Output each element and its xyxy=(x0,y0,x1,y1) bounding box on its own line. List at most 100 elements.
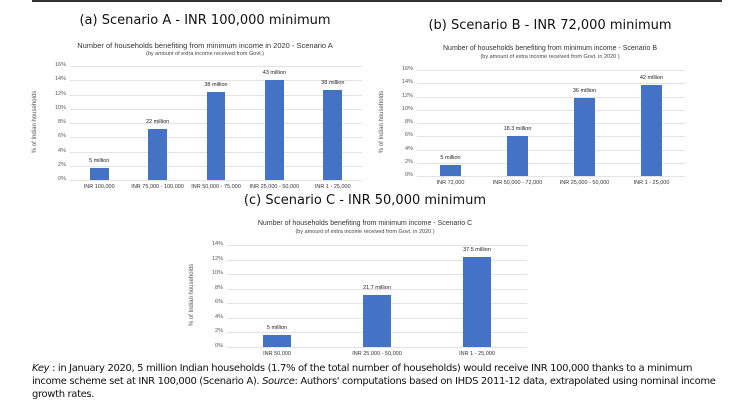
bar-data-label: 42 million xyxy=(639,74,664,81)
gridline xyxy=(417,70,685,71)
panel-title: (b) Scenario B - INR 72,000 minimum xyxy=(428,18,672,33)
bar-data-label: 22 million xyxy=(145,119,170,126)
source-text: : Authors' computations based on IHDS 20… xyxy=(32,376,716,400)
gridline xyxy=(417,176,685,177)
panel-title: (a) Scenario A - INR 100,000 minimum xyxy=(79,13,331,28)
plot-area: 0% 2% 4% 6% 8% 10% 12% 14% 16% % of Indian househ… xyxy=(32,62,362,190)
y-tick-label: 14% xyxy=(211,241,223,247)
y-tick-label: 16% xyxy=(401,66,413,72)
bar xyxy=(265,80,284,180)
y-tick-label: 12% xyxy=(401,92,413,99)
bar xyxy=(263,334,291,347)
y-axis-label: % of Indian households xyxy=(379,90,385,154)
x-tick-label: INR 50,000 - 75,000 xyxy=(191,184,241,190)
gridline xyxy=(227,259,527,261)
chart-subtitle: (by amount of extra income received from… xyxy=(146,51,264,57)
chart-title: Number of households benefiting from min… xyxy=(443,45,657,52)
x-tick-label: INR 25,000 - 50,000 xyxy=(249,184,300,190)
plot-area: 0% 2% 4% 6% 8% 10% 12% 14% 16% % of Indian househ… xyxy=(379,66,685,186)
bar xyxy=(323,90,343,180)
y-tick-label: 6% xyxy=(215,299,223,306)
x-tick-label: INR 1 - 25,000 xyxy=(314,184,351,190)
key-text: : in January 2020, 5 million Indian hous… xyxy=(32,363,693,387)
bar-data-label: 5 million xyxy=(266,324,288,331)
y-axis-label: % of Indian households xyxy=(189,263,195,327)
gridline xyxy=(417,109,685,111)
bar xyxy=(439,164,462,176)
chart-panel-scenario-b: (b) Scenario B - INR 72,000 minimum Numb… xyxy=(379,8,715,193)
bar-data-label: 37.5 million xyxy=(463,247,491,254)
bar xyxy=(573,97,596,176)
y-tick-label: 10% xyxy=(54,104,66,111)
top-rule xyxy=(32,0,722,2)
bar xyxy=(363,295,391,347)
gridline xyxy=(417,136,685,138)
y-tick-label: 2% xyxy=(215,328,223,335)
chart-panel-scenario-c: (c) Scenario C - INR 50,000 minimum Numb… xyxy=(185,190,545,360)
gridline xyxy=(417,96,685,98)
bar xyxy=(506,136,529,176)
y-tick-label: 2% xyxy=(58,161,66,168)
y-tick-label: 10% xyxy=(211,270,223,277)
source-label: Source xyxy=(262,376,295,387)
panel-title: (c) Scenario C - INR 50,000 minimum xyxy=(243,193,487,208)
bar-data-label: 38 million xyxy=(321,80,345,87)
gridline xyxy=(70,180,362,181)
gridline xyxy=(417,83,685,85)
gridline xyxy=(227,347,527,348)
x-tick-label: INR 50,000 xyxy=(263,351,291,357)
bar xyxy=(463,257,491,347)
y-tick-label: 4% xyxy=(405,145,413,152)
gridline xyxy=(70,66,362,67)
bar-data-label: 21.7 million xyxy=(363,285,391,292)
y-tick-label: 16% xyxy=(54,62,66,68)
gridline xyxy=(417,149,685,151)
bar xyxy=(206,92,226,180)
y-tick-label: 6% xyxy=(405,132,413,139)
y-tick-label: 8% xyxy=(405,119,413,125)
y-tick-label: 0% xyxy=(215,343,223,349)
y-tick-label: 0% xyxy=(58,176,66,182)
bar-data-label: 18.3 million xyxy=(503,126,532,133)
gridline xyxy=(227,274,527,276)
y-tick-label: 6% xyxy=(58,133,66,140)
chart-title: Number of households benefiting from min… xyxy=(77,41,333,50)
x-tick-label: INR 25,000 - 50,000 xyxy=(559,180,610,186)
figure-caption: Key : in January 2020, 5 million Indian … xyxy=(32,362,722,401)
bar-data-label: 43 million xyxy=(262,70,286,77)
gridline xyxy=(227,245,527,246)
y-tick-label: 14% xyxy=(54,76,66,83)
y-tick-label: 14% xyxy=(401,79,413,86)
gridline xyxy=(227,288,527,290)
bar xyxy=(89,167,109,180)
y-tick-label: 4% xyxy=(215,313,223,320)
bar xyxy=(640,84,663,176)
gridline xyxy=(417,123,685,124)
y-tick-label: 4% xyxy=(58,147,66,154)
y-tick-label: 0% xyxy=(405,172,413,178)
gridline xyxy=(70,80,362,82)
bar xyxy=(148,129,167,180)
bar-data-label: 36 million xyxy=(572,87,597,94)
chart-panel-scenario-a: (a) Scenario A - INR 100,000 minimum Num… xyxy=(30,8,380,198)
y-tick-label: 2% xyxy=(405,158,413,165)
bar-data-label: 5 million xyxy=(89,157,110,164)
key-label: Key xyxy=(32,363,50,374)
y-axis-label: % of Indian households xyxy=(32,90,38,154)
chart-title: Number of households benefiting from min… xyxy=(257,220,473,227)
bar-data-label: 5 million xyxy=(440,154,461,161)
x-tick-label: INR 25,000 - 50,000 xyxy=(352,351,402,357)
x-tick-label: INR 1 - 25,000 xyxy=(633,180,670,186)
bar-data-label: 38 million xyxy=(204,82,228,89)
x-tick-label: INR 50,000 - 72,000 xyxy=(492,180,543,186)
plot-area: 0% 2% 4% 6% 8% 10% 12% 14% % of Indian household… xyxy=(189,241,527,357)
x-tick-label: INR 100,000 xyxy=(83,184,115,190)
x-tick-label: INR 1 - 25,000 xyxy=(459,351,495,357)
chart-subtitle: (by amount of extra income received from… xyxy=(480,54,620,60)
y-tick-label: 12% xyxy=(54,90,66,97)
gridline xyxy=(417,162,685,164)
y-tick-label: 10% xyxy=(401,105,413,112)
chart-subtitle: (by amount of extra income received from… xyxy=(295,229,435,235)
y-tick-label: 8% xyxy=(58,119,66,125)
y-tick-label: 8% xyxy=(215,284,223,291)
